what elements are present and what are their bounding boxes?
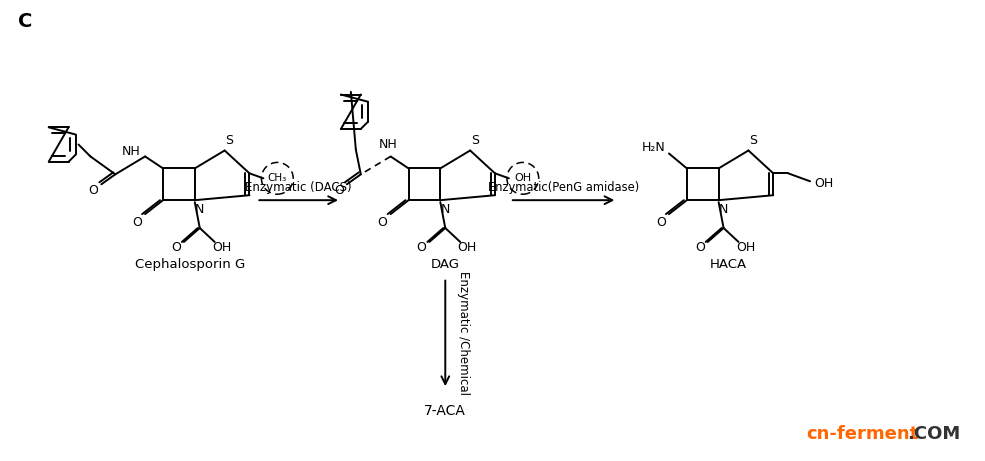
Text: O: O (377, 216, 388, 229)
Text: CH₃: CH₃ (268, 173, 287, 183)
Text: NH: NH (378, 138, 397, 151)
Text: HACA: HACA (710, 258, 748, 271)
Text: Enzymatic (DACS): Enzymatic (DACS) (245, 181, 352, 194)
Text: N: N (440, 203, 450, 216)
Text: O: O (656, 216, 666, 229)
Text: DAG: DAG (430, 258, 460, 271)
Text: NH: NH (122, 145, 141, 158)
Text: S: S (226, 134, 233, 147)
Text: O: O (89, 184, 98, 197)
Text: O: O (694, 242, 704, 254)
Text: O: O (417, 242, 427, 254)
Text: OH: OH (457, 242, 477, 254)
Text: Enzymatic(PenG amidase): Enzymatic(PenG amidase) (488, 181, 639, 194)
Text: S: S (750, 134, 757, 147)
Text: N: N (719, 203, 728, 216)
Text: .COM: .COM (907, 425, 960, 443)
Text: C: C (18, 12, 33, 31)
Text: Cephalosporin G: Cephalosporin G (135, 258, 245, 271)
Text: O: O (334, 184, 344, 197)
Text: OH: OH (815, 177, 833, 190)
Text: OH: OH (514, 173, 531, 183)
Text: OH: OH (212, 242, 231, 254)
Text: O: O (171, 242, 181, 254)
Text: H₂N: H₂N (642, 141, 666, 154)
Text: 7-ACA: 7-ACA (425, 404, 466, 418)
Text: Enzymatic /Chemical: Enzymatic /Chemical (457, 272, 470, 396)
Text: OH: OH (736, 242, 755, 254)
Text: S: S (471, 134, 479, 147)
Text: O: O (132, 216, 142, 229)
Text: N: N (195, 203, 205, 216)
Text: cn-ferment: cn-ferment (806, 425, 918, 443)
